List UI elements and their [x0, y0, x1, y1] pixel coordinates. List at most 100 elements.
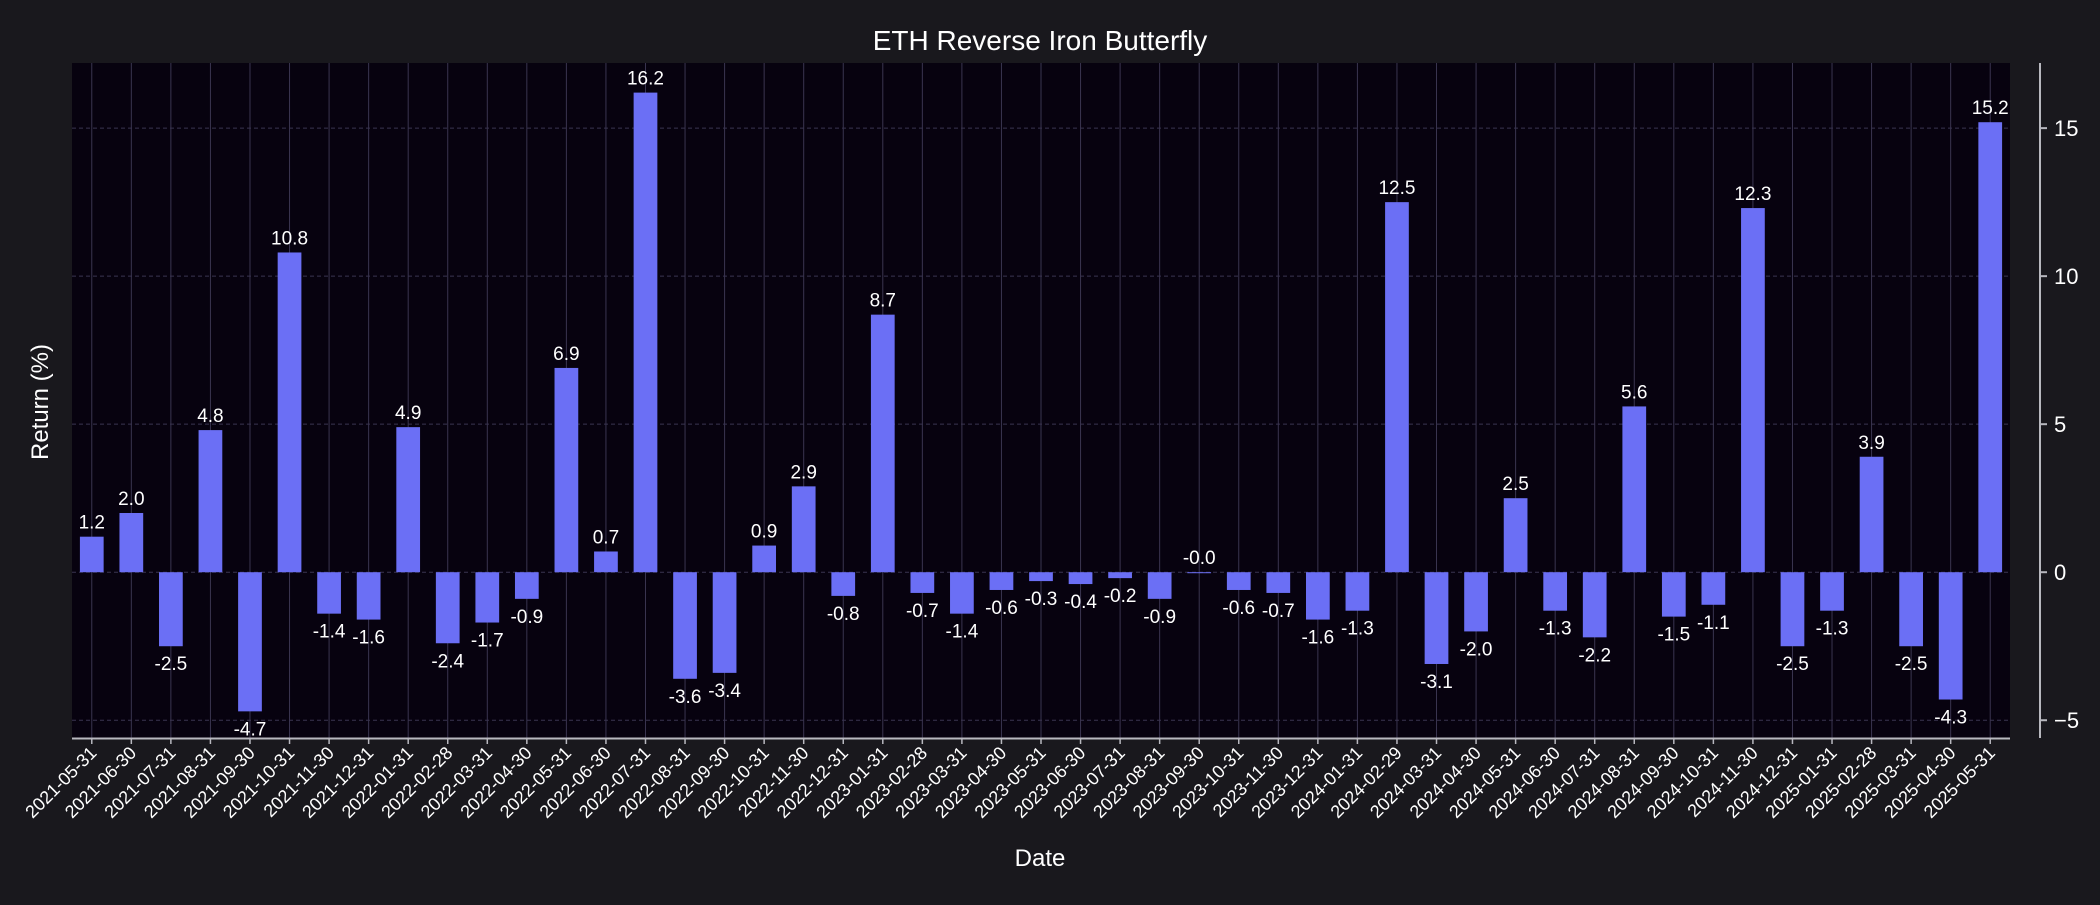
- data-label: 8.7: [870, 291, 896, 312]
- data-label: 0.7: [593, 527, 619, 548]
- data-label: -1.3: [1539, 619, 1572, 640]
- data-label: 3.9: [1858, 433, 1884, 454]
- bar: [1582, 572, 1607, 638]
- bar: [950, 572, 974, 614]
- y-axis-label: Return (%): [27, 344, 54, 460]
- bar: [514, 572, 539, 599]
- bar: [1622, 406, 1647, 573]
- data-label: 2.0: [118, 489, 144, 510]
- data-label: -4.7: [234, 719, 267, 740]
- x-axis-label: Date: [1015, 845, 1066, 872]
- data-label: -0.4: [1064, 592, 1097, 613]
- bar: [1899, 572, 1923, 647]
- data-label: -1.6: [1301, 628, 1334, 649]
- data-labels-layer: 1.2 2.0 -2.5 4.8 -4.7 10.8 -1.4 -1.6 4.9 -2.4 -1.7…: [79, 69, 2009, 741]
- bar: [831, 572, 856, 596]
- data-label: -2.4: [431, 651, 464, 672]
- bar: [1978, 122, 2003, 573]
- bar: [435, 572, 460, 644]
- data-label: -3.6: [669, 687, 702, 708]
- y-tick-label: 5: [2054, 412, 2066, 437]
- bar: [1661, 572, 1686, 617]
- data-label: -2.2: [1578, 645, 1611, 666]
- data-label: -2.5: [1895, 654, 1928, 675]
- bar: [1543, 572, 1568, 611]
- y-tick-label: 10: [2054, 264, 2078, 289]
- data-label: 5.6: [1621, 382, 1647, 403]
- data-label: -3.4: [708, 681, 741, 702]
- data-label: -0.6: [985, 598, 1018, 619]
- data-label: -4.3: [1934, 708, 1967, 729]
- data-label: -0.7: [1262, 601, 1295, 622]
- bar: [1938, 572, 1963, 700]
- bar: [989, 572, 1014, 590]
- data-label: -0.3: [1025, 589, 1058, 610]
- bar: [1424, 572, 1449, 664]
- bar: [1780, 572, 1805, 647]
- bar: [1187, 572, 1212, 574]
- data-label: 0.9: [751, 522, 777, 543]
- data-label: -1.6: [352, 628, 385, 649]
- bar: [1108, 572, 1132, 579]
- bar: [1345, 572, 1370, 611]
- chart-title: ETH Reverse Iron Butterfly: [873, 25, 1208, 56]
- bar: [673, 572, 697, 679]
- bar: [870, 314, 895, 573]
- y-tick-label: −5: [2054, 708, 2079, 733]
- bar: [1464, 572, 1488, 632]
- bar: [79, 536, 104, 573]
- y-tick-label: 15: [2054, 116, 2078, 141]
- bar: [1147, 572, 1172, 599]
- data-label: -1.7: [471, 631, 504, 652]
- bar: [1820, 572, 1844, 611]
- data-label: 4.9: [395, 403, 421, 424]
- bar: [1029, 572, 1053, 582]
- x-tick-labels: 2021-05-312021-06-302021-07-312021-08-31…: [21, 738, 1999, 822]
- bar: [198, 430, 223, 573]
- y-tick-labels: −5 0 5 10 15: [2040, 116, 2079, 733]
- bar: [1741, 208, 1765, 573]
- y-tick-label: 0: [2054, 560, 2066, 585]
- bar: [317, 572, 341, 614]
- data-label: -0.2: [1104, 586, 1137, 607]
- data-label: 10.8: [271, 228, 308, 249]
- bar: [712, 572, 737, 673]
- data-label: -0.6: [1222, 598, 1255, 619]
- bar: [554, 367, 579, 573]
- bar: [910, 572, 935, 593]
- bar: [396, 427, 421, 573]
- bar: [356, 572, 381, 620]
- data-label: -1.1: [1697, 613, 1730, 634]
- data-label: -0.8: [827, 604, 860, 625]
- bar: [791, 486, 816, 573]
- bar: [238, 572, 262, 712]
- data-label: -2.5: [155, 654, 188, 675]
- data-label: -1.4: [946, 622, 979, 643]
- data-label: -2.5: [1776, 654, 1809, 675]
- bar: [1503, 498, 1528, 573]
- data-label: -1.3: [1341, 619, 1374, 640]
- bar: [1226, 572, 1251, 590]
- data-label: -2.0: [1460, 639, 1493, 660]
- data-label: 12.5: [1378, 178, 1415, 199]
- data-label: 6.9: [553, 344, 579, 365]
- bar: [1385, 202, 1409, 573]
- data-label: -0.9: [1143, 607, 1176, 628]
- data-label: 2.5: [1502, 474, 1528, 495]
- data-label: 16.2: [627, 69, 664, 90]
- bar: [1859, 456, 1884, 573]
- bar: [1701, 572, 1726, 605]
- data-label: -0.0: [1183, 548, 1216, 569]
- data-label: -3.1: [1420, 672, 1453, 693]
- data-label: -0.9: [510, 607, 543, 628]
- bar: [159, 572, 183, 647]
- bar: [119, 513, 144, 573]
- bar: [1266, 572, 1291, 593]
- bar: [633, 92, 658, 573]
- bar: [1305, 572, 1330, 620]
- data-label: 2.9: [790, 462, 816, 483]
- data-label: -0.7: [906, 601, 939, 622]
- bar: [594, 551, 618, 573]
